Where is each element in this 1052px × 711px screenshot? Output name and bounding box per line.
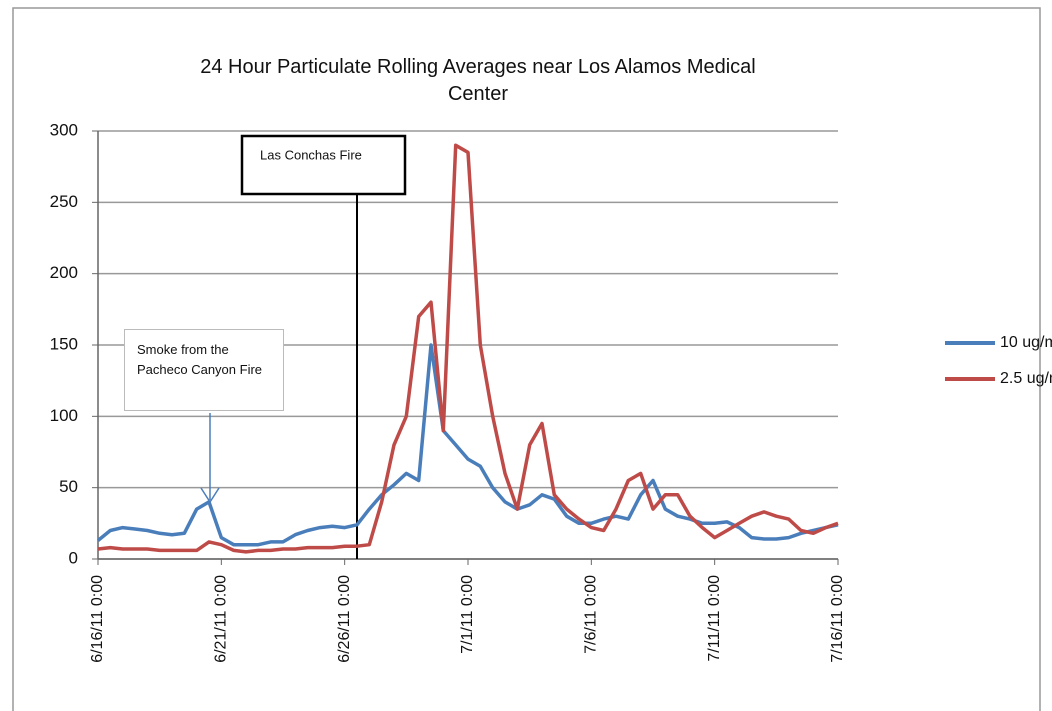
y-tick-label: 250 <box>50 192 78 211</box>
annotation-arrowhead <box>200 487 220 504</box>
legend-label: 10 ug/m3 <box>1000 334 1052 351</box>
series-line <box>97 143 839 554</box>
series-line <box>96 343 839 547</box>
x-tick-label: 7/16/11 0:00 <box>829 575 846 663</box>
y-tick-label: 300 <box>50 120 78 139</box>
frame <box>12 7 1041 711</box>
y-tick-label: 200 <box>50 263 78 282</box>
x-tick-label: 6/26/11 0:00 <box>336 575 353 663</box>
annotation: Smoke from the Pacheco Canyon Fire <box>124 329 284 411</box>
x-tick-label: 6/16/11 0:00 <box>89 575 106 663</box>
x-tick-label: 7/1/11 0:00 <box>459 575 476 654</box>
y-tick-label: 0 <box>69 548 78 567</box>
legend-label: 2.5 ug/m3 <box>1000 370 1052 387</box>
annotation: Las Conchas Fire <box>260 147 362 162</box>
x-tick-label: 6/21/11 0:00 <box>213 575 230 663</box>
y-tick-label: 50 <box>59 477 78 496</box>
y-tick-label: 150 <box>50 334 78 353</box>
y-tick-label: 100 <box>50 406 78 425</box>
x-tick-label: 7/6/11 0:00 <box>583 575 600 654</box>
annotation-box <box>240 134 407 196</box>
x-tick-label: 7/11/11 0:00 <box>706 575 723 662</box>
chart-title: 24 Hour Particulate Rolling Averages nea… <box>200 56 756 105</box>
